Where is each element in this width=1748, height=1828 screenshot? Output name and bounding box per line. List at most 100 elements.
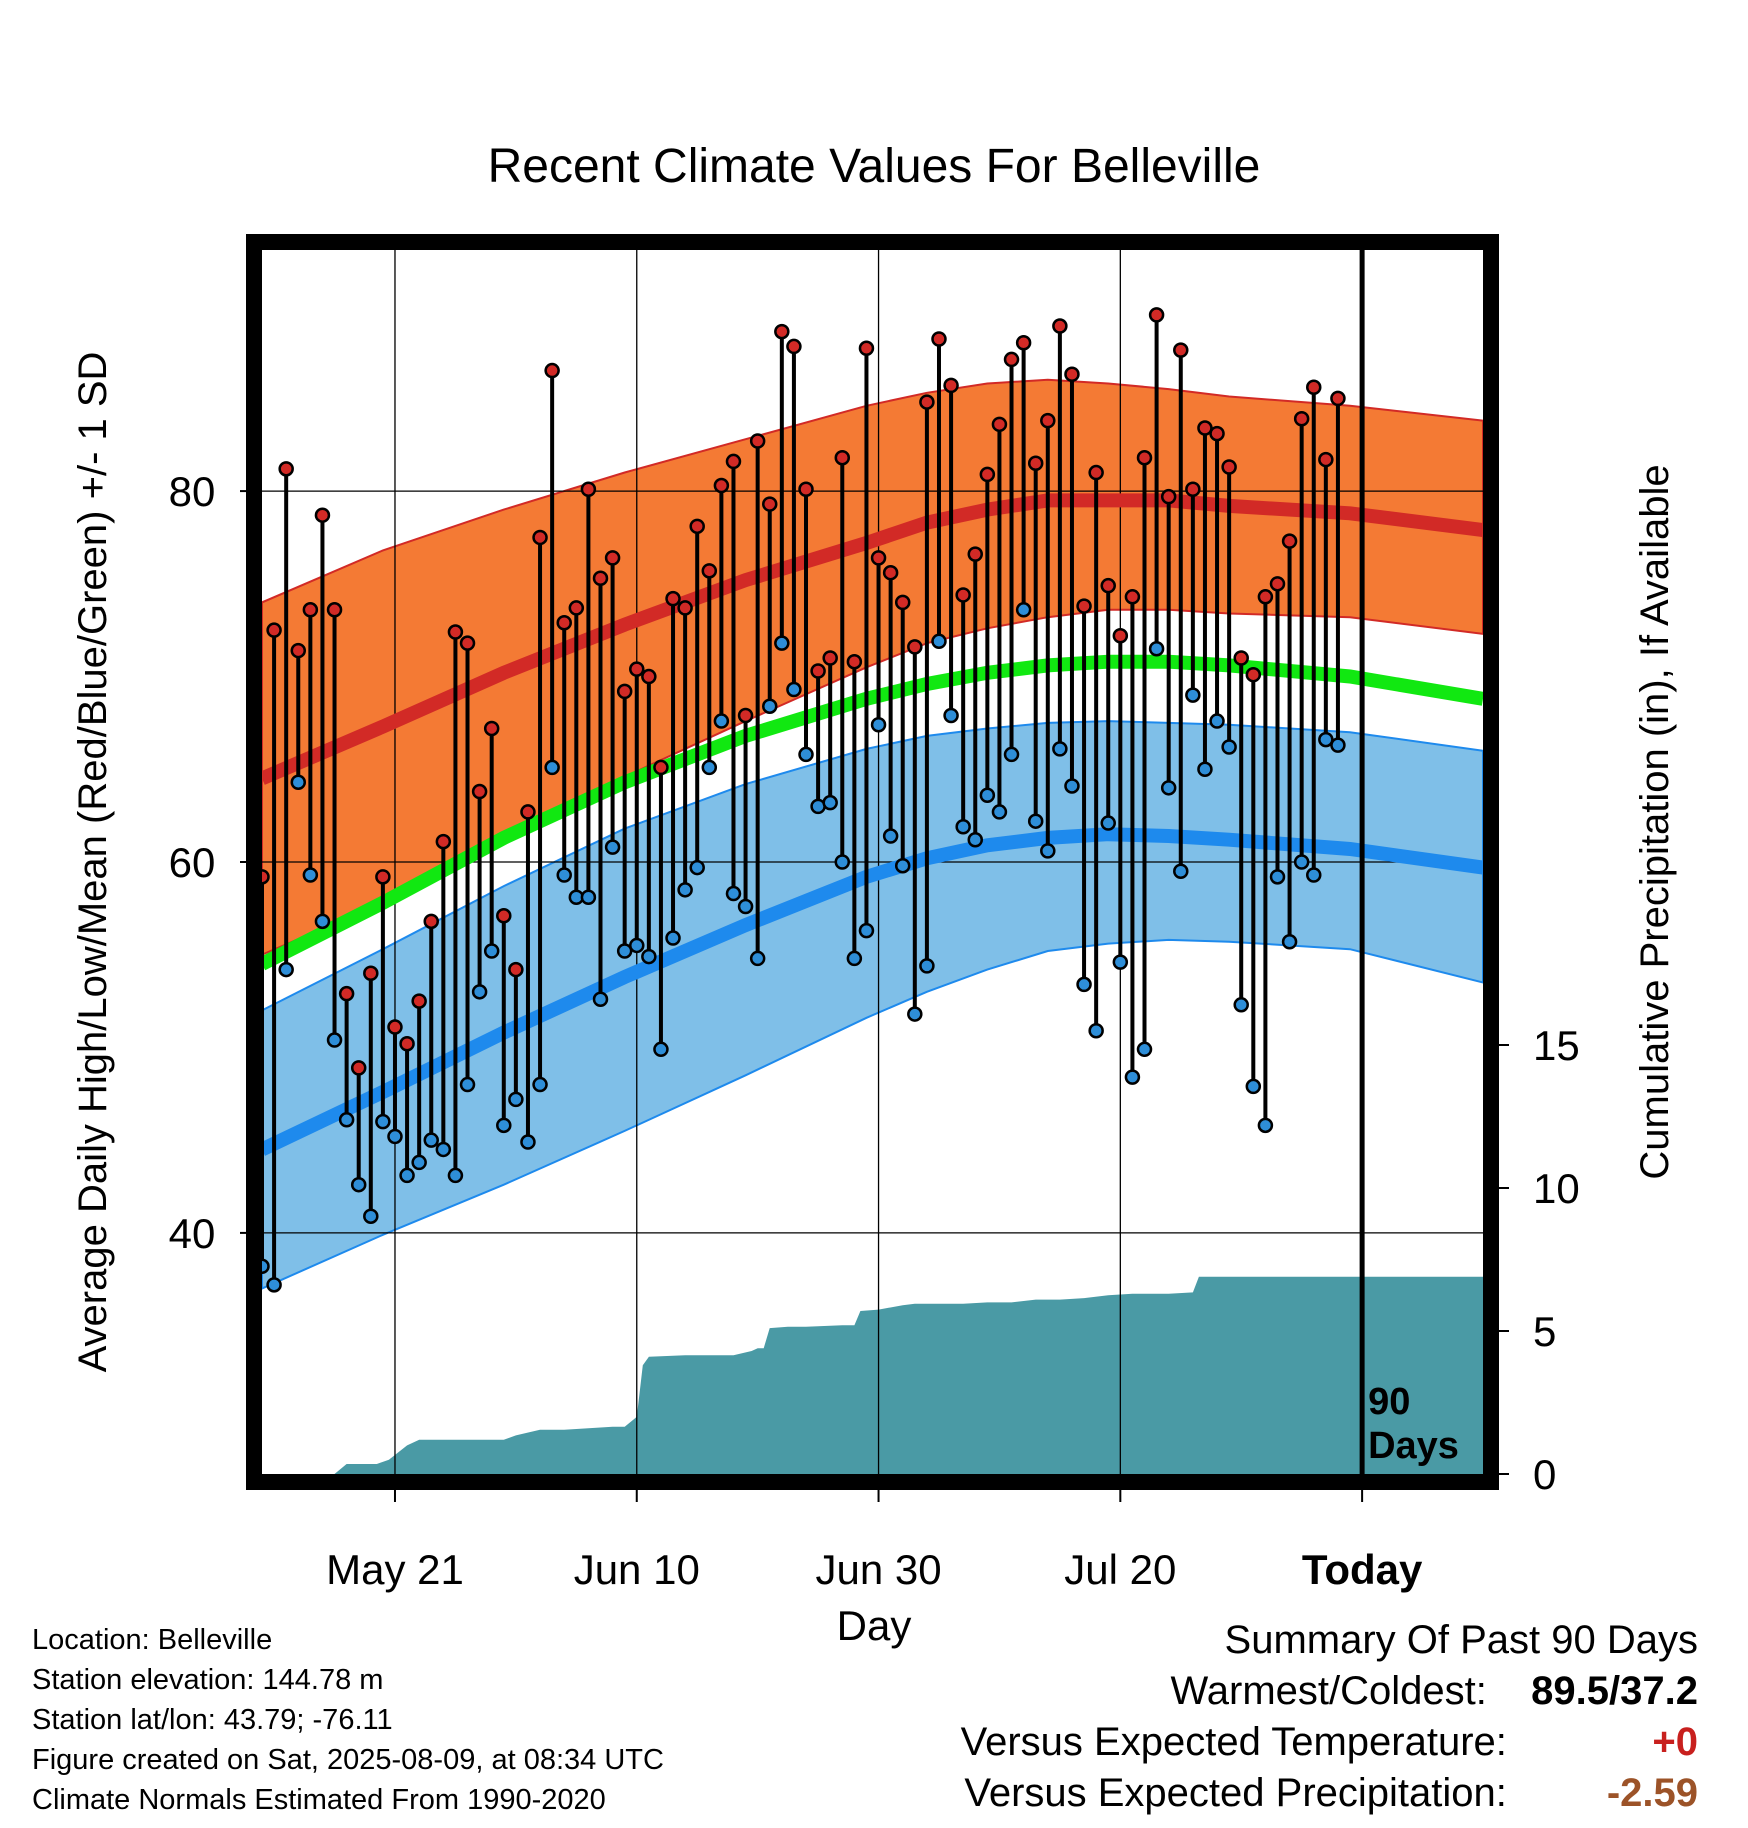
x-tick-label: May 21 <box>326 1546 464 1593</box>
daily-low-point <box>725 885 742 902</box>
daily-high-point <box>604 550 621 566</box>
daily-high-point <box>1088 464 1104 481</box>
daily-high-point <box>931 331 947 347</box>
daily-low-point <box>1281 933 1298 950</box>
daily-low-point <box>496 1117 512 1134</box>
daily-low-point <box>907 1006 923 1022</box>
daily-high-point <box>689 518 705 535</box>
daily-high-point <box>653 759 669 776</box>
daily-low-point <box>278 961 294 978</box>
daily-high-point <box>810 663 826 679</box>
daily-high-point <box>447 624 464 640</box>
daily-low-point <box>1148 640 1165 657</box>
daily-low-point <box>1293 854 1310 870</box>
daily-high-point <box>1293 411 1310 427</box>
daily-low-point <box>834 854 851 870</box>
daily-low-point <box>629 937 645 954</box>
daily-low-point <box>580 889 597 905</box>
station-info: Location: Belleville Station elevation: … <box>32 1620 664 1820</box>
daily-low-point <box>749 950 766 967</box>
daily-low-point <box>919 958 935 974</box>
daily-high-point <box>1003 351 1020 368</box>
daily-low-point <box>363 1208 379 1224</box>
daily-high-point <box>725 453 742 470</box>
daily-low-point <box>798 746 814 763</box>
daily-high-point <box>1027 455 1044 472</box>
daily-low-point <box>411 1154 427 1171</box>
y2-tick-label: 10 <box>1533 1165 1580 1212</box>
daily-low-point <box>520 1134 536 1150</box>
daily-high-point <box>556 615 572 631</box>
daily-high-point <box>1318 451 1334 468</box>
warmest-row: Warmest/Coldest: 89.5/37.2 <box>961 1666 1699 1717</box>
daily-low-point <box>641 948 657 965</box>
daily-high-point <box>1124 589 1141 605</box>
daily-high-point <box>967 546 984 562</box>
daily-high-point <box>471 783 488 800</box>
y-tick-label: 60 <box>169 839 216 886</box>
daily-high-point <box>520 804 536 820</box>
daily-high-point <box>1076 598 1092 614</box>
daily-low-point <box>290 774 307 791</box>
daily-low-point <box>532 1076 548 1093</box>
y2-tick-label: 0 <box>1533 1451 1556 1498</box>
daily-low-point <box>375 1113 391 1130</box>
daily-low-point <box>1027 813 1044 829</box>
daily-low-point <box>556 867 572 883</box>
daily-low-point <box>1088 1023 1104 1039</box>
daily-low-point <box>1076 976 1092 993</box>
daily-low-point <box>1245 1078 1262 1095</box>
daily-low-point <box>471 984 488 1000</box>
daily-low-point <box>653 1041 669 1058</box>
x-tick-label: Jun 10 <box>574 1546 700 1593</box>
daily-high-point <box>907 639 923 655</box>
daily-low-point <box>1197 761 1213 778</box>
precip-label: Versus Expected Precipitation: <box>964 1771 1507 1815</box>
daily-low-point <box>677 882 693 898</box>
daily-low-point <box>1318 731 1334 748</box>
daily-high-point <box>737 707 754 724</box>
daily-low-point <box>483 943 500 959</box>
daily-low-point <box>423 1132 439 1148</box>
daily-high-point <box>979 466 996 483</box>
daily-low-point <box>882 828 899 844</box>
daily-low-point <box>544 759 560 776</box>
latlon-text: Station lat/lon: 43.79; -76.11 <box>32 1704 393 1736</box>
daily-low-point <box>508 1091 524 1108</box>
daily-high-point <box>1257 589 1274 605</box>
daily-high-point <box>1185 481 1201 497</box>
temp-value: +0 <box>1652 1720 1698 1764</box>
today-days-label-line: 90 <box>1368 1381 1410 1423</box>
daily-high-point <box>1281 533 1298 549</box>
daily-low-point <box>616 943 633 959</box>
daily-high-point <box>749 433 766 449</box>
daily-high-point <box>1209 425 1225 442</box>
daily-high-point <box>483 720 500 737</box>
daily-low-point <box>387 1128 403 1145</box>
daily-high-point <box>387 1019 403 1035</box>
summary-panel: Summary Of Past 90 Days Warmest/Coldest:… <box>961 1615 1698 1819</box>
daily-low-point <box>1100 815 1116 831</box>
elevation-text: Station elevation: 144.78 m <box>32 1664 384 1696</box>
daily-high-point <box>1173 342 1189 358</box>
daily-high-point <box>1015 334 1032 351</box>
daily-low-point <box>894 857 911 874</box>
daily-high-point <box>774 323 790 340</box>
daily-low-point <box>1173 863 1189 880</box>
daily-low-point <box>1257 1117 1274 1134</box>
daily-low-point <box>737 898 754 915</box>
daily-low-point <box>1040 843 1056 859</box>
daily-high-point <box>544 362 560 379</box>
daily-high-point <box>786 338 802 355</box>
daily-high-point <box>1052 318 1068 334</box>
daily-high-point <box>314 507 331 523</box>
daily-high-point <box>592 570 609 587</box>
daily-high-point <box>1221 459 1237 475</box>
daily-low-point <box>1209 713 1225 729</box>
daily-low-point <box>604 839 621 855</box>
plot-area: 90 Days <box>262 250 1483 1474</box>
x-tick-label: Today <box>1302 1546 1423 1593</box>
created-text: Figure created on Sat, 2025-08-09, at 08… <box>32 1744 664 1776</box>
daily-low-point <box>774 635 790 651</box>
